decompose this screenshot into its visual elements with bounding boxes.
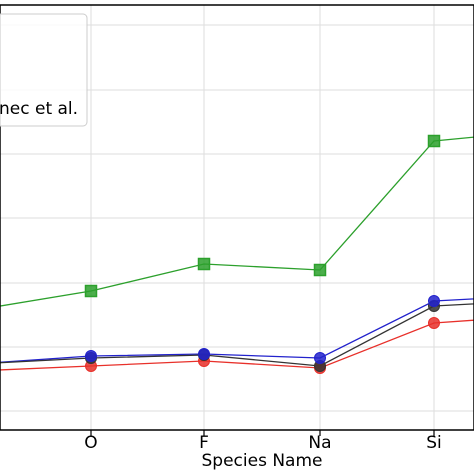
x-tick-label: Si	[426, 433, 442, 453]
data-point-circle	[198, 348, 210, 360]
legend: nec et al.	[0, 13, 88, 127]
series-line-3	[0, 319, 474, 371]
data-point-circle	[428, 295, 440, 307]
x-axis-title: Species Name	[202, 451, 323, 471]
data-point-square	[427, 134, 441, 148]
axes	[0, 4, 474, 431]
data-point-square	[197, 257, 211, 271]
data-point-circle	[85, 350, 97, 362]
grid	[0, 5, 474, 430]
data-point-circle	[428, 317, 440, 329]
x-tick-label: Na	[308, 433, 331, 453]
data-point-circle	[314, 352, 326, 364]
data-point-square	[313, 263, 327, 277]
series-line-0	[0, 136, 474, 307]
series-lines	[0, 136, 474, 371]
data-point-square	[84, 284, 98, 298]
series-line-2	[0, 303, 474, 367]
x-tick-label: O	[84, 433, 97, 453]
series-line-1	[0, 298, 474, 363]
legend-entry-label: nec et al.	[0, 99, 78, 119]
legend-box	[0, 13, 88, 127]
plot-frame	[0, 4, 474, 431]
x-tick-label: F	[199, 433, 209, 453]
series-markers	[84, 134, 441, 374]
x-ticks: O F Na Si	[84, 430, 442, 453]
